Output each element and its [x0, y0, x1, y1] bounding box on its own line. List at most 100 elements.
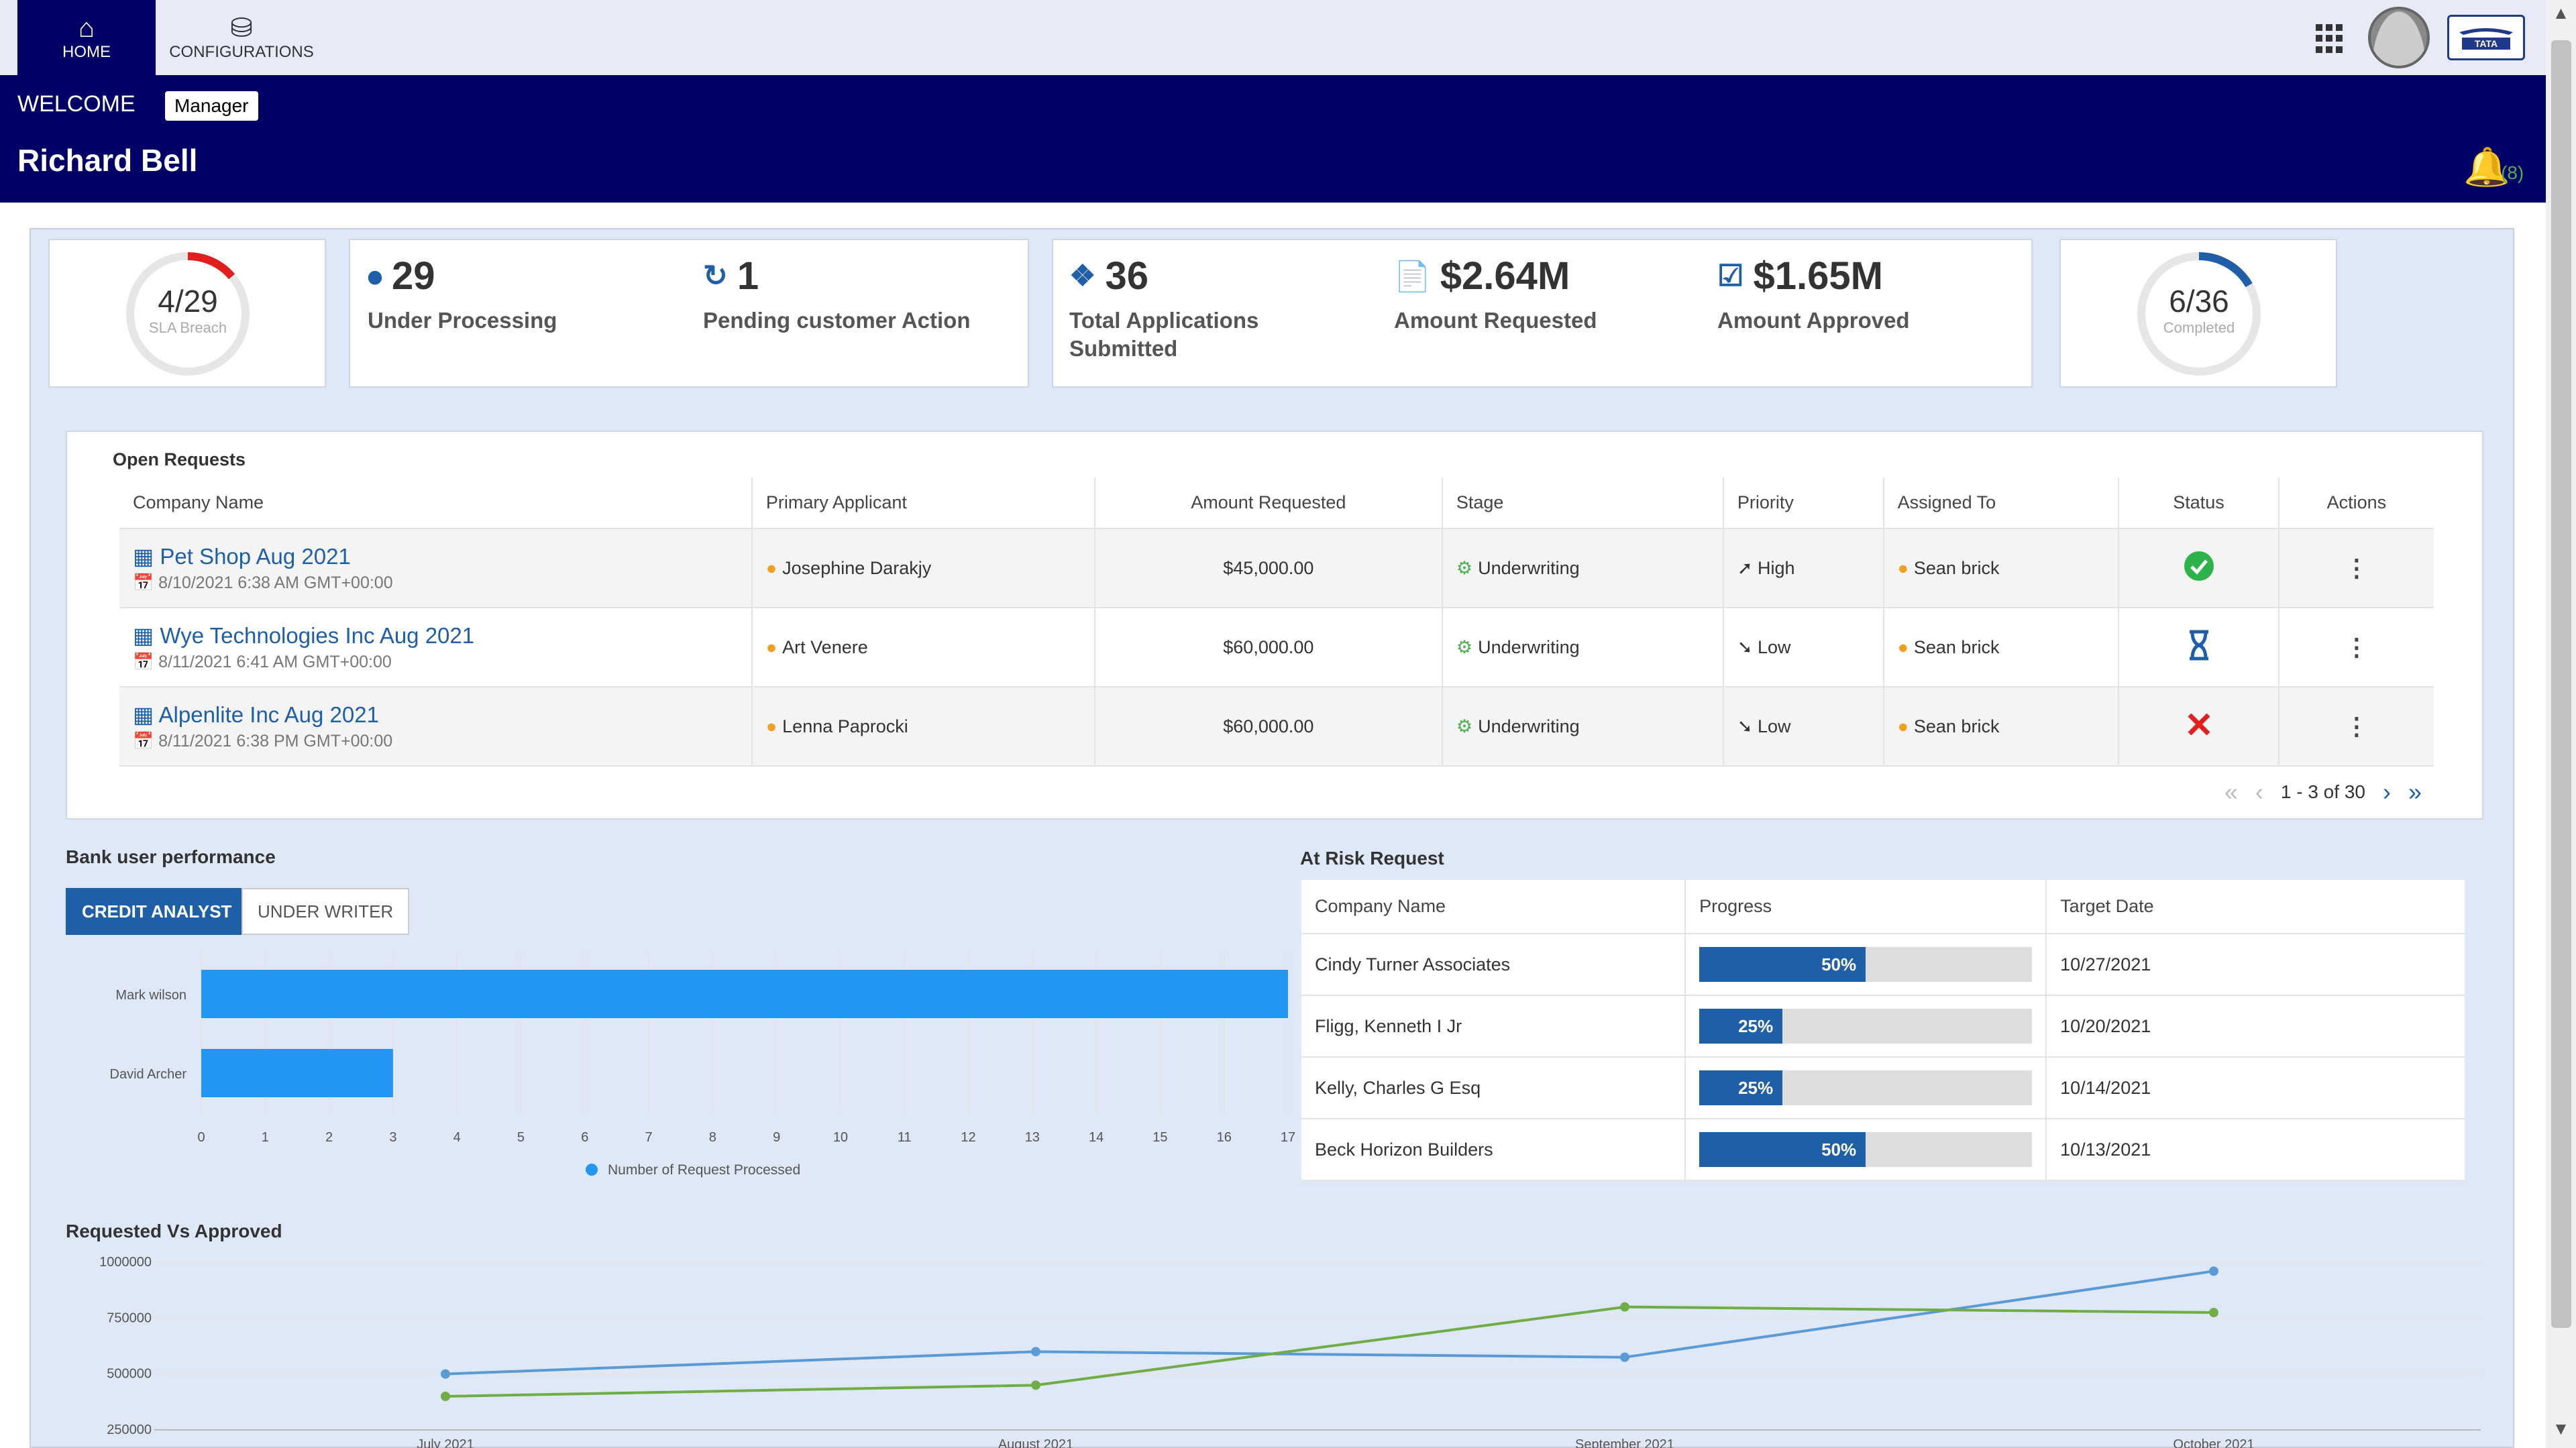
- progress-cell: 25%: [1685, 995, 2047, 1058]
- check-square-icon: ☑: [1717, 260, 1744, 292]
- col-status[interactable]: Status: [2118, 478, 2279, 529]
- table-row[interactable]: ▦ Alpenlite Inc Aug 2021 📅 8/11/2021 6:3…: [119, 687, 2434, 767]
- risk-row[interactable]: Fligg, Kenneth I Jr 25% 10/20/2021: [1301, 995, 2465, 1058]
- x-tick-label: July 2021: [417, 1437, 474, 1448]
- legend-label[interactable]: Number of Request Processed: [608, 1162, 800, 1178]
- amount-approved-stat: ☑ $1.65M Amount Approved: [1717, 254, 1910, 335]
- data-point[interactable]: [1031, 1380, 1040, 1390]
- col-priority[interactable]: Priority: [1723, 478, 1884, 529]
- data-point[interactable]: [1620, 1302, 1629, 1312]
- stage-label: Underwriting: [1478, 716, 1580, 736]
- welcome-label: WELCOME: [17, 91, 136, 117]
- company-link[interactable]: ▦ Pet Shop Aug 2021: [133, 544, 351, 569]
- processing-card: ⦁ 29 Under Processing ↻ 1 Pending customer…: [349, 239, 1029, 388]
- completed-label: Completed: [2163, 319, 2235, 336]
- table-row[interactable]: ▦ Wye Technologies Inc Aug 2021 📅 8/11/2…: [119, 608, 2434, 687]
- series-line: [445, 1305, 2214, 1398]
- progress-cell: 25%: [1685, 1057, 2047, 1119]
- scroll-thumb[interactable]: [2551, 40, 2571, 1328]
- x-tick-label: 15: [1152, 1130, 1167, 1145]
- progress-bar: 25%: [1699, 1009, 2033, 1044]
- company-link[interactable]: ▦ Wye Technologies Inc Aug 2021: [133, 623, 475, 648]
- bar[interactable]: [201, 970, 1288, 1018]
- data-point[interactable]: [1031, 1347, 1040, 1357]
- x-tick-label: 17: [1281, 1130, 1295, 1145]
- kebab-menu-icon[interactable]: ⋮: [2344, 554, 2369, 581]
- open-requests-table: Company Name Primary Applicant Amount Re…: [119, 478, 2434, 767]
- next-page-icon[interactable]: ›: [2382, 778, 2391, 805]
- scroll-down-arrow-icon[interactable]: ▼: [2552, 1418, 2570, 1439]
- assignee-name: Sean brick: [1913, 636, 2000, 657]
- requested-vs-approved-chart: 1000000 750000 500000 250000 July 2021 August…: [99, 1255, 2481, 1448]
- risk-row[interactable]: Cindy Turner Associates 50% 10/27/2021: [1301, 934, 2465, 996]
- calendar-icon: 📅: [133, 732, 159, 750]
- kebab-menu-icon[interactable]: ⋮: [2344, 712, 2369, 740]
- completed-value: 6/36: [2169, 284, 2229, 319]
- col-assigned[interactable]: Assigned To: [1883, 478, 2120, 529]
- col-company[interactable]: Company Name: [119, 478, 753, 529]
- user-avatar[interactable]: [2368, 7, 2430, 68]
- col-amount[interactable]: Amount Requested: [1094, 478, 1443, 529]
- x-tick-label: October 2021: [2173, 1437, 2254, 1448]
- bell-icon[interactable]: 🔔: [2463, 146, 2510, 188]
- applicant-name: Josephine Darakjy: [782, 557, 932, 578]
- amount-requested-label: Amount Requested: [1394, 308, 1597, 333]
- tag-icon: ❖: [1069, 260, 1096, 292]
- progress-bar: 25%: [1699, 1070, 2033, 1105]
- scroll-up-arrow-icon[interactable]: ▲: [2552, 3, 2570, 23]
- open-requests-title: Open Requests: [113, 449, 246, 469]
- kebab-menu-icon[interactable]: ⋮: [2344, 633, 2369, 661]
- under-processing-value: 29: [392, 254, 435, 298]
- close-x-icon: [2188, 713, 2210, 735]
- legend-swatch: [586, 1164, 598, 1176]
- prev-page-icon[interactable]: ‹: [2255, 778, 2263, 805]
- y-category-label: David Archer: [110, 1067, 187, 1082]
- role-badge: Manager: [165, 91, 258, 121]
- sla-breach-card: 4/29 SLA Breach: [48, 239, 326, 388]
- col-applicant[interactable]: Primary Applicant: [751, 478, 1095, 529]
- grid-icon: ▦: [133, 544, 160, 569]
- data-point[interactable]: [441, 1392, 450, 1401]
- tab-under-writer[interactable]: UNDER WRITER: [241, 888, 410, 935]
- requested-vs-approved-title: Requested Vs Approved: [66, 1221, 282, 1241]
- col-risk-progress[interactable]: Progress: [1685, 880, 2047, 934]
- risk-company: Beck Horizon Builders: [1301, 1119, 1686, 1181]
- at-risk-table: Company Name Progress Target Date Cindy …: [1301, 880, 2465, 1181]
- tab-credit-analyst[interactable]: CREDIT ANALYST: [66, 888, 248, 935]
- first-page-icon[interactable]: «: [2224, 778, 2238, 805]
- applicant-name: Lenna Paprocki: [782, 716, 908, 736]
- risk-company: Cindy Turner Associates: [1301, 934, 1686, 996]
- data-point[interactable]: [441, 1369, 450, 1379]
- applicant-name: Art Venere: [782, 636, 868, 657]
- total-applications-value: 36: [1105, 254, 1148, 298]
- x-tick-label: 16: [1217, 1130, 1232, 1145]
- pagination: « ‹ 1 - 3 of 30 › »: [2224, 778, 2422, 806]
- priority-low-icon: ➘: [1737, 716, 1758, 736]
- apps-grid-icon[interactable]: [2316, 24, 2345, 54]
- data-point[interactable]: [2209, 1266, 2218, 1276]
- risk-row[interactable]: Beck Horizon Builders 50% 10/13/2021: [1301, 1119, 2465, 1181]
- nav-home-tab[interactable]: ⌂ HOME: [17, 0, 156, 75]
- risk-row[interactable]: Kelly, Charles G Esq 25% 10/14/2021: [1301, 1057, 2465, 1119]
- amount-approved-label: Amount Approved: [1717, 308, 1910, 333]
- x-tick-label: 1: [262, 1130, 269, 1145]
- amount-requested-stat: 📄 $2.64M Amount Requested: [1394, 254, 1597, 335]
- x-tick-label: 5: [517, 1130, 525, 1145]
- priority-low-icon: ➘: [1737, 636, 1758, 657]
- table-row[interactable]: ▦ Pet Shop Aug 2021 📅 8/10/2021 6:38 AM …: [119, 528, 2434, 608]
- page-scrollbar[interactable]: ▲ ▼: [2546, 0, 2576, 1448]
- last-page-icon[interactable]: »: [2408, 778, 2422, 805]
- nav-configurations-tab[interactable]: ⛁ CONFIGURATIONS: [156, 0, 327, 75]
- progress-cell: 50%: [1685, 934, 2047, 996]
- x-tick-label: 3: [389, 1130, 396, 1145]
- company-link[interactable]: ▦ Alpenlite Inc Aug 2021: [133, 702, 379, 727]
- data-point[interactable]: [2209, 1308, 2218, 1317]
- user-icon: ●: [765, 636, 777, 657]
- x-tick-label: 12: [961, 1130, 975, 1145]
- bar[interactable]: [201, 1049, 393, 1097]
- data-point[interactable]: [1620, 1352, 1629, 1362]
- col-risk-company[interactable]: Company Name: [1301, 880, 1686, 934]
- col-stage[interactable]: Stage: [1442, 478, 1724, 529]
- col-risk-date[interactable]: Target Date: [2046, 880, 2465, 934]
- open-requests-card: Open Requests Company Name Primary Appli…: [66, 431, 2483, 820]
